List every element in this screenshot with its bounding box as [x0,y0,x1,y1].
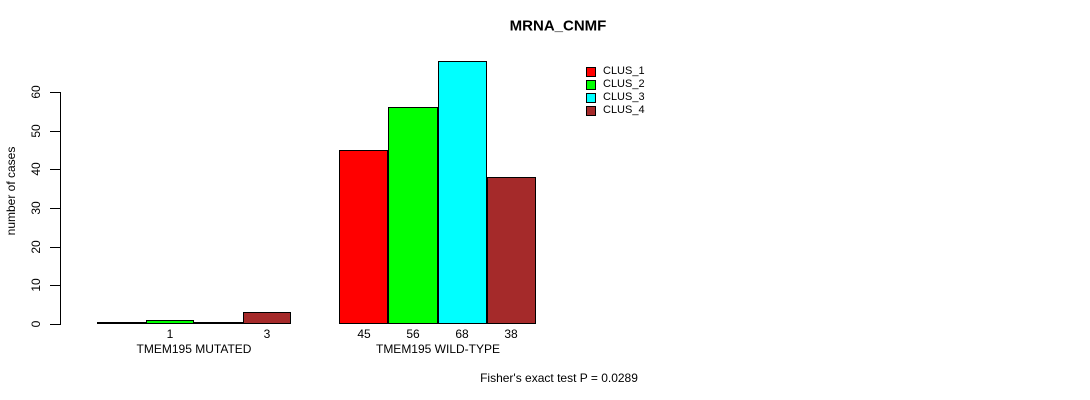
legend-item-clus2: CLUS_2 [586,78,645,91]
y-tick-label: 20 [29,240,43,254]
legend-label-clus4: CLUS_4 [603,104,645,116]
bar-clus_3-group1 [194,322,243,324]
legend: CLUS_1 CLUS_2 CLUS_3 CLUS_4 [586,65,645,117]
y-axis-label: number of cases [4,146,18,236]
legend-label-clus3: CLUS_3 [603,91,645,103]
legend-swatch-clus2-icon [586,79,596,90]
bar-clus_1-group1 [97,322,146,324]
y-tick-label: 40 [29,162,43,176]
y-tick-mark [50,324,60,325]
y-tick-mark [50,247,60,248]
y-tick-mark [50,169,60,170]
stat-annotation: Fisher's exact test P = 0.0289 [480,371,638,385]
bar-value-label: 56 [406,327,420,341]
bar-value-label: 38 [504,327,518,341]
bar-clus_4-group1 [243,312,291,324]
legend-item-clus1: CLUS_1 [586,65,645,78]
chart-title: MRNA_CNMF [509,17,607,35]
y-tick-mark [50,208,60,209]
y-tick-label: 50 [29,124,43,138]
y-axis-line [60,92,61,325]
bar-clus_3-group2 [438,61,487,324]
bar-clus_2-group2 [388,107,438,324]
y-tick-label: 30 [29,201,43,215]
group-label-wildtype: TMEM195 WILD-TYPE [375,342,501,356]
legend-item-clus4: CLUS_4 [586,104,645,117]
y-tick-label: 0 [29,320,43,328]
legend-swatch-clus3-icon [586,92,596,103]
legend-swatch-clus4-icon [586,105,596,116]
bar-clus_4-group2 [487,177,536,324]
legend-item-clus3: CLUS_3 [586,91,645,104]
group-label-mutated: TMEM195 MUTATED [136,342,252,356]
legend-label-clus1: CLUS_1 [603,65,645,77]
bar-value-label: 1 [166,327,174,341]
y-tick-mark [50,92,60,93]
bar-value-label: 68 [455,327,469,341]
y-tick-label: 10 [29,278,43,292]
bar-clus_1-group2 [339,150,388,324]
legend-label-clus2: CLUS_2 [603,78,645,90]
y-tick-mark [50,285,60,286]
bar-clus_2-group1 [146,320,194,324]
y-tick-label: 60 [29,85,43,99]
bar-value-label: 3 [263,327,271,341]
y-tick-mark [50,131,60,132]
legend-swatch-clus1-icon [586,66,596,77]
bar-value-label: 45 [357,327,371,341]
